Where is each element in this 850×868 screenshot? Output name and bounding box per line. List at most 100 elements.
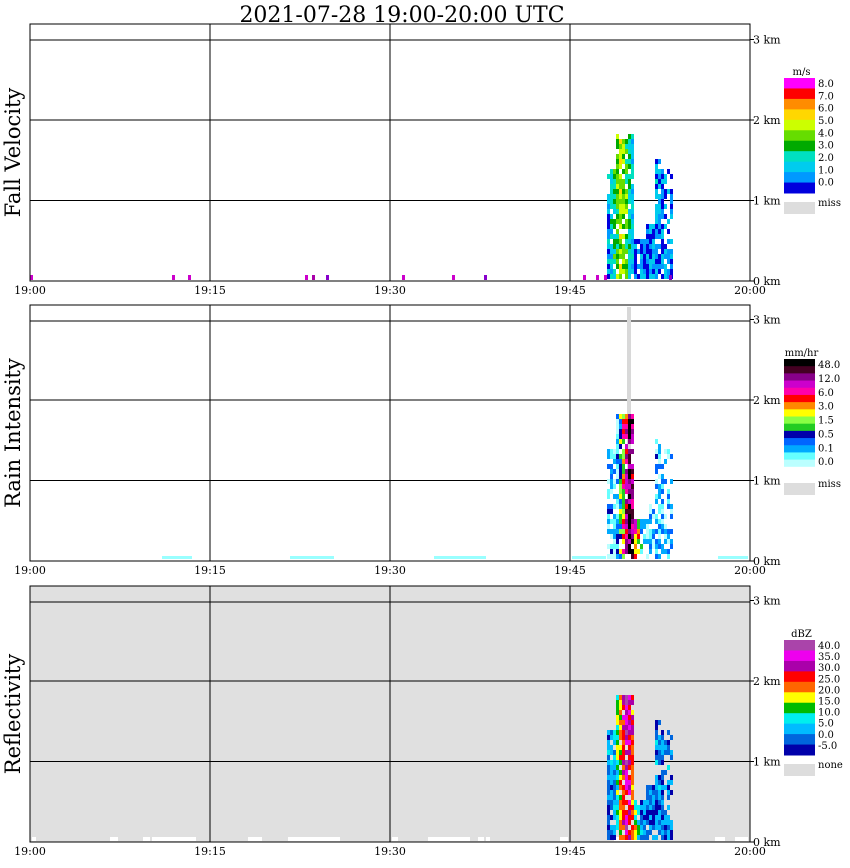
height-tick-label: 2 km — [753, 114, 781, 127]
storm-cell — [616, 209, 619, 214]
storm-cell — [613, 219, 616, 224]
surface-speckle — [604, 275, 607, 280]
storm-cell — [649, 544, 652, 549]
storm-cell — [652, 790, 655, 795]
storm-cell — [661, 184, 664, 189]
storm-cell — [607, 234, 610, 239]
surface-speckle — [188, 275, 191, 280]
storm-cell — [658, 825, 661, 830]
storm-cell — [652, 785, 655, 790]
storm-cell — [631, 189, 634, 194]
storm-cell — [670, 264, 673, 269]
storm-cell — [625, 449, 628, 454]
storm-cell — [616, 790, 619, 795]
storm-cell — [658, 780, 661, 785]
storm-cell — [610, 234, 613, 239]
storm-cell — [637, 249, 640, 254]
storm-cell — [628, 805, 631, 810]
storm-cell — [625, 209, 628, 214]
height-tick-label: 1 km — [753, 195, 781, 208]
storm-cell — [631, 449, 634, 454]
storm-cell — [637, 529, 640, 534]
no-data-gap — [288, 837, 340, 841]
storm-cell — [649, 805, 652, 810]
storm-cell — [664, 194, 667, 199]
storm-cell — [658, 504, 661, 509]
storm-cell — [652, 524, 655, 529]
storm-cell — [613, 519, 616, 524]
colorbar-label: 12.0 — [818, 374, 840, 385]
storm-cell — [616, 705, 619, 710]
storm-cell — [622, 835, 625, 840]
storm-cell — [667, 274, 670, 279]
storm-cell — [628, 695, 631, 700]
storm-cell — [613, 790, 616, 795]
storm-cell — [631, 745, 634, 750]
storm-cell — [667, 785, 670, 790]
storm-cell — [622, 770, 625, 775]
storm-cell — [616, 179, 619, 184]
storm-cell — [625, 509, 628, 514]
panel-2: 0 km 1 km 2 km 3 km 19:00 19:15 19:30 19:45 20:0… — [1, 304, 841, 577]
storm-cell — [619, 745, 622, 750]
storm-cell — [607, 810, 610, 815]
storm-cell — [640, 810, 643, 815]
height-tick-label: 2 km — [753, 675, 781, 688]
storm-cell — [607, 529, 610, 534]
storm-cell — [640, 254, 643, 259]
storm-cell — [658, 169, 661, 174]
storm-cell — [625, 459, 628, 464]
storm-cell — [634, 269, 637, 274]
storm-cell — [628, 184, 631, 189]
storm-cell — [613, 459, 616, 464]
storm-cell — [667, 249, 670, 254]
storm-cell — [661, 810, 664, 815]
storm-cell — [655, 745, 658, 750]
storm-cell — [655, 174, 658, 179]
storm-cell — [649, 820, 652, 825]
storm-cell — [652, 805, 655, 810]
storm-cell — [628, 239, 631, 244]
storm-cell — [622, 424, 625, 429]
storm-cell — [625, 715, 628, 720]
storm-cell — [619, 209, 622, 214]
no-data-gap — [478, 837, 484, 841]
storm-cell — [622, 209, 625, 214]
storm-cell — [616, 474, 619, 479]
storm-cell — [658, 184, 661, 189]
storm-cell — [619, 464, 622, 469]
storm-cell — [607, 750, 610, 755]
storm-cell — [661, 750, 664, 755]
storm-cell — [646, 820, 649, 825]
storm-cell — [658, 805, 661, 810]
storm-cell — [619, 439, 622, 444]
storm-cell — [613, 269, 616, 274]
storm-cell — [655, 274, 658, 279]
storm-cell — [631, 805, 634, 810]
storm-cell — [619, 735, 622, 740]
storm-cell — [607, 224, 610, 229]
storm-cell — [655, 800, 658, 805]
storm-cell — [640, 259, 643, 264]
storm-cell — [655, 229, 658, 234]
storm-cell — [670, 755, 673, 760]
storm-cell — [625, 534, 628, 539]
colorbar-unit: mm/hr — [785, 348, 819, 359]
storm-cell — [622, 785, 625, 790]
height-tick-label: 0 km — [753, 836, 781, 849]
colorbar-label: 0.0 — [818, 178, 834, 189]
storm-cell — [631, 720, 634, 725]
storm-cell — [649, 259, 652, 264]
storm-cell — [628, 715, 631, 720]
storm-cell — [664, 820, 667, 825]
storm-cell — [616, 439, 619, 444]
storm-cell — [613, 539, 616, 544]
storm-cell — [628, 434, 631, 439]
storm-cell — [628, 765, 631, 770]
storm-cell — [631, 795, 634, 800]
storm-cell — [661, 825, 664, 830]
storm-cell — [622, 755, 625, 760]
storm-cell — [610, 519, 613, 524]
storm-cell — [634, 264, 637, 269]
storm-cell — [655, 484, 658, 489]
